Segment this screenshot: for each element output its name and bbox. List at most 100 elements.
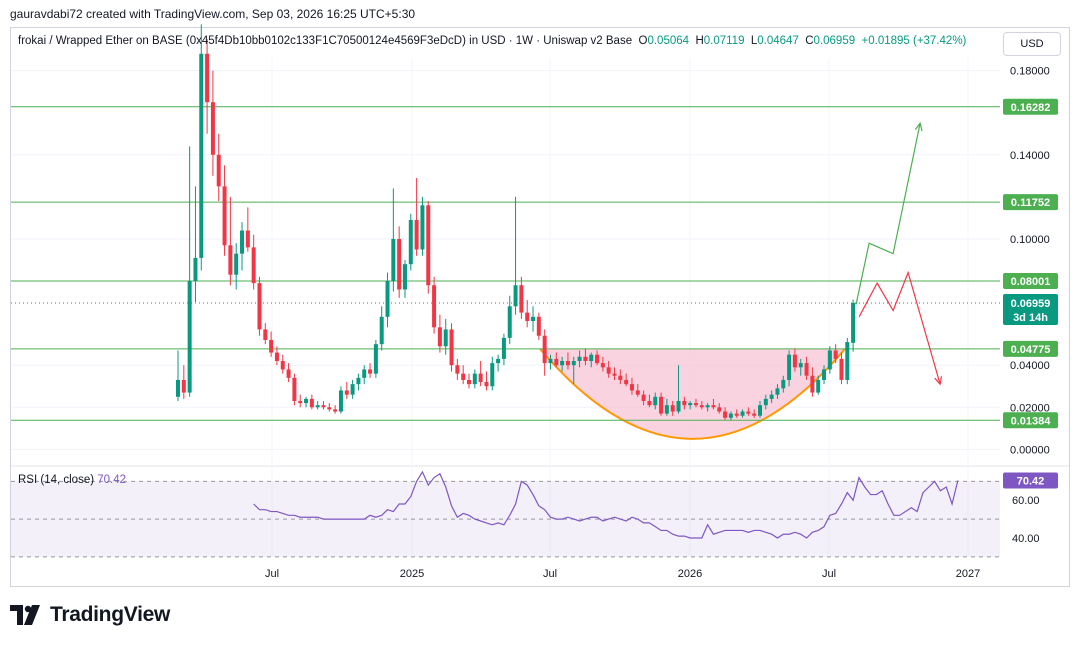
candle-body — [420, 205, 425, 250]
rsi-line — [253, 470, 959, 539]
candle — [490, 356, 495, 391]
candle — [362, 365, 367, 385]
candle — [728, 411, 733, 420]
candle — [688, 400, 693, 410]
candle — [222, 165, 227, 256]
candle-body — [350, 384, 355, 395]
candle — [263, 323, 268, 345]
candle-body — [321, 405, 326, 408]
candle-body — [484, 382, 489, 387]
rsi-indicator — [11, 470, 1000, 558]
candle-body — [536, 316, 541, 336]
candle-body — [624, 379, 629, 385]
candle-body — [327, 407, 332, 410]
chart-panel[interactable] — [10, 27, 1070, 587]
candle — [822, 365, 827, 385]
candle — [536, 312, 541, 340]
candle — [624, 373, 629, 387]
candle-body — [647, 400, 652, 406]
candle-body — [833, 350, 838, 359]
candle — [606, 361, 611, 378]
candle-body — [606, 367, 611, 374]
candle — [560, 356, 565, 372]
candle — [647, 394, 652, 408]
candle — [443, 318, 448, 355]
candle — [804, 356, 809, 380]
candle-body — [548, 358, 553, 364]
low-label: L — [750, 35, 758, 47]
candle — [397, 226, 402, 298]
candle-body — [234, 253, 239, 275]
candle-body — [792, 354, 797, 368]
candle — [373, 339, 378, 378]
candle — [531, 306, 536, 332]
candle-body — [205, 53, 210, 103]
candle-body — [653, 396, 658, 406]
candle — [787, 350, 792, 387]
candle-body — [269, 339, 274, 353]
cup-pattern — [539, 348, 846, 440]
current-price-label: 0.06959 — [1011, 298, 1051, 310]
candle-body — [711, 405, 716, 408]
candle — [827, 346, 832, 374]
candle-body — [728, 413, 733, 418]
candle — [717, 403, 722, 414]
candle — [554, 352, 559, 368]
candle — [274, 346, 279, 366]
candle-body — [816, 379, 821, 393]
symbol-name: frokai / Wrapped Ether on BASE (0x45f4Db… — [18, 35, 633, 47]
currency-button[interactable]: USD — [1003, 32, 1061, 56]
candle — [583, 348, 588, 366]
candle — [228, 196, 233, 286]
candle — [635, 384, 640, 397]
level-tag — [1003, 98, 1058, 115]
candle — [298, 394, 303, 408]
candle-body — [688, 403, 693, 406]
candle — [845, 337, 850, 385]
rsi-label: RSI (14, close) — [18, 474, 95, 486]
candle — [752, 409, 757, 418]
tradingview-logo[interactable]: TradingView — [10, 603, 170, 627]
candle-body — [670, 405, 675, 412]
candle — [478, 361, 483, 387]
candle — [589, 352, 594, 368]
candle — [199, 24, 204, 271]
candle — [792, 348, 797, 372]
candle-body — [659, 396, 664, 414]
level-tag-label: 0.04775 — [1011, 344, 1051, 356]
candle — [682, 396, 687, 410]
candle — [565, 352, 570, 370]
candle — [216, 133, 221, 202]
up-projection-arrowhead — [914, 121, 923, 132]
price-tick-label: 0.18000 — [1010, 66, 1050, 78]
candle-body — [507, 306, 512, 338]
change-value: +0.01895 (+37.42%) — [861, 35, 967, 47]
candle-body — [600, 363, 605, 368]
candle-body — [356, 377, 361, 385]
candle — [240, 222, 245, 271]
candle-body — [746, 411, 751, 414]
price-tick-label: 0.02000 — [1010, 402, 1050, 414]
candle-body — [187, 281, 192, 393]
candle — [542, 329, 547, 376]
candle-body — [222, 186, 227, 246]
candle — [839, 352, 844, 385]
candle-body — [798, 363, 803, 368]
candle-body — [467, 379, 471, 385]
candle-body — [699, 405, 704, 408]
candle-body — [298, 400, 303, 404]
candle — [350, 379, 355, 399]
candle-body — [752, 413, 757, 416]
candle-body — [583, 356, 588, 361]
candle — [816, 375, 821, 395]
candle-body — [629, 384, 634, 391]
candle-body — [426, 205, 431, 286]
candle-body — [758, 405, 762, 416]
price-tick-label: 0.14000 — [1010, 150, 1050, 162]
candle-body — [664, 405, 669, 414]
candle-body — [251, 247, 256, 284]
candle — [501, 333, 506, 366]
candle — [711, 398, 716, 410]
candle-body — [385, 281, 390, 317]
